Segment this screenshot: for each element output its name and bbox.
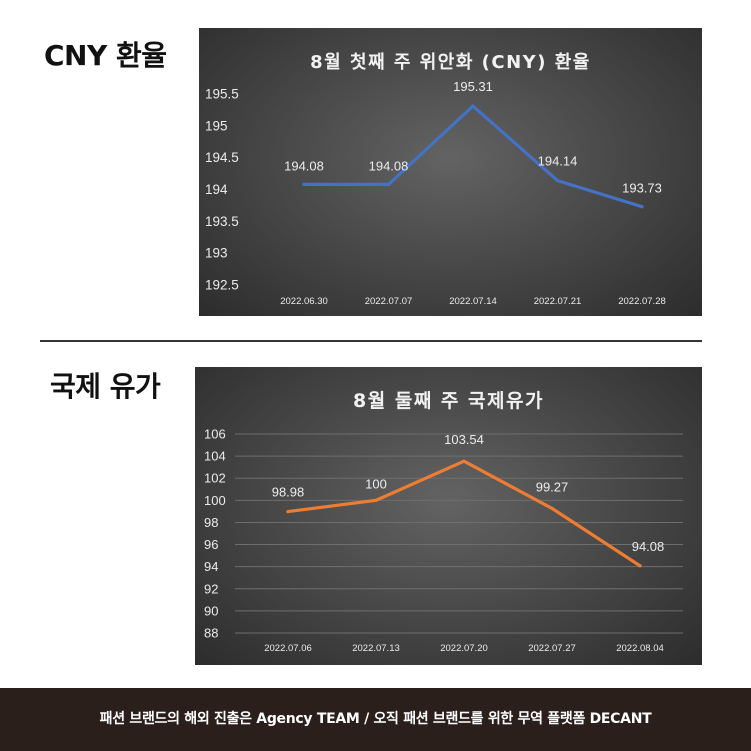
cny-series-line (302, 104, 644, 209)
footer-banner: 패션 브랜드의 해외 진출은 Agency TEAM / 오직 패션 브랜드를 … (0, 688, 751, 751)
cny-data-label: 193.73 (622, 181, 662, 196)
cny-x-tick-label: 2022.07.21 (534, 296, 582, 307)
cny-y-tick-label: 195.5 (205, 87, 239, 102)
cny-y-tick-label: 193 (205, 246, 228, 261)
cny-data-point (386, 182, 391, 187)
cny-y-tick-label: 192.5 (205, 278, 239, 293)
oil-chart-plot: 106 104 102 100 98 96 94 92 90 88 2022.07.06 2022.0… (204, 427, 683, 654)
cny-data-point (555, 178, 560, 183)
oil-data-point (638, 564, 642, 568)
cny-chart-plot: 195.5 195 194.5 194 193.5 193 192.5 2022.06.30 2… (205, 79, 666, 307)
oil-y-tick-label: 102 (204, 471, 226, 486)
cny-data-label: 194.14 (538, 154, 578, 169)
oil-y-tick-label: 94 (204, 559, 218, 574)
cny-data-label: 194.08 (284, 158, 324, 173)
oil-data-point (462, 459, 466, 463)
cny-data-point (640, 205, 644, 209)
section-divider (40, 340, 702, 342)
oil-data-label: 100 (365, 476, 387, 491)
cny-x-tick-label: 2022.07.14 (449, 296, 497, 307)
oil-y-tick-label: 104 (204, 449, 226, 464)
oil-data-point (286, 510, 290, 514)
cny-y-tick-label: 193.5 (205, 214, 239, 229)
cny-data-label: 195.31 (453, 79, 493, 94)
oil-x-tick-label: 2022.08.04 (616, 643, 664, 654)
oil-data-label: 103.54 (444, 432, 484, 447)
oil-y-tick-label: 96 (204, 537, 218, 552)
oil-chart: 106 104 102 100 98 96 94 92 90 88 2022.07.06 2022.0… (195, 367, 702, 665)
cny-y-tick-label: 194 (205, 182, 228, 197)
cny-data-point (302, 182, 306, 187)
oil-y-tick-label: 90 (204, 603, 218, 618)
oil-data-point (374, 498, 378, 502)
cny-x-tick-label: 2022.06.30 (280, 296, 328, 307)
oil-y-tick-label: 88 (204, 626, 218, 641)
oil-data-point (550, 506, 554, 511)
oil-data-label: 94.08 (632, 539, 665, 554)
oil-y-tick-label: 106 (204, 427, 226, 442)
cny-x-tick-label: 2022.07.28 (618, 296, 666, 307)
cny-chart-title: 8월 첫째 주 위안화 (CNY) 환율 (310, 52, 591, 73)
cny-section-title: CNY 환율 (44, 39, 167, 72)
oil-y-tick-label: 100 (204, 493, 226, 508)
oil-chart-title: 8월 둘째 주 국제유가 (353, 390, 544, 412)
oil-data-label: 99.27 (536, 479, 569, 494)
oil-section-title: 국제 유가 (50, 370, 161, 403)
cny-data-point (471, 104, 475, 108)
cny-data-label: 194.08 (369, 158, 409, 173)
cny-x-tick-label: 2022.07.07 (365, 296, 413, 307)
oil-y-tick-label: 92 (204, 581, 218, 596)
oil-x-tick-label: 2022.07.27 (528, 643, 576, 654)
oil-x-tick-label: 2022.07.13 (352, 643, 400, 654)
oil-x-tick-label: 2022.07.20 (440, 643, 488, 654)
oil-data-label: 98.98 (272, 485, 305, 500)
oil-x-tick-label: 2022.07.06 (264, 643, 312, 654)
cny-y-tick-label: 195 (205, 118, 228, 133)
cny-chart: 195.5 195 194.5 194 193.5 193 192.5 2022.06.30 2… (199, 28, 702, 316)
cny-y-tick-label: 194.5 (205, 150, 239, 165)
oil-y-tick-label: 98 (204, 515, 218, 530)
oil-series-line (286, 459, 642, 568)
